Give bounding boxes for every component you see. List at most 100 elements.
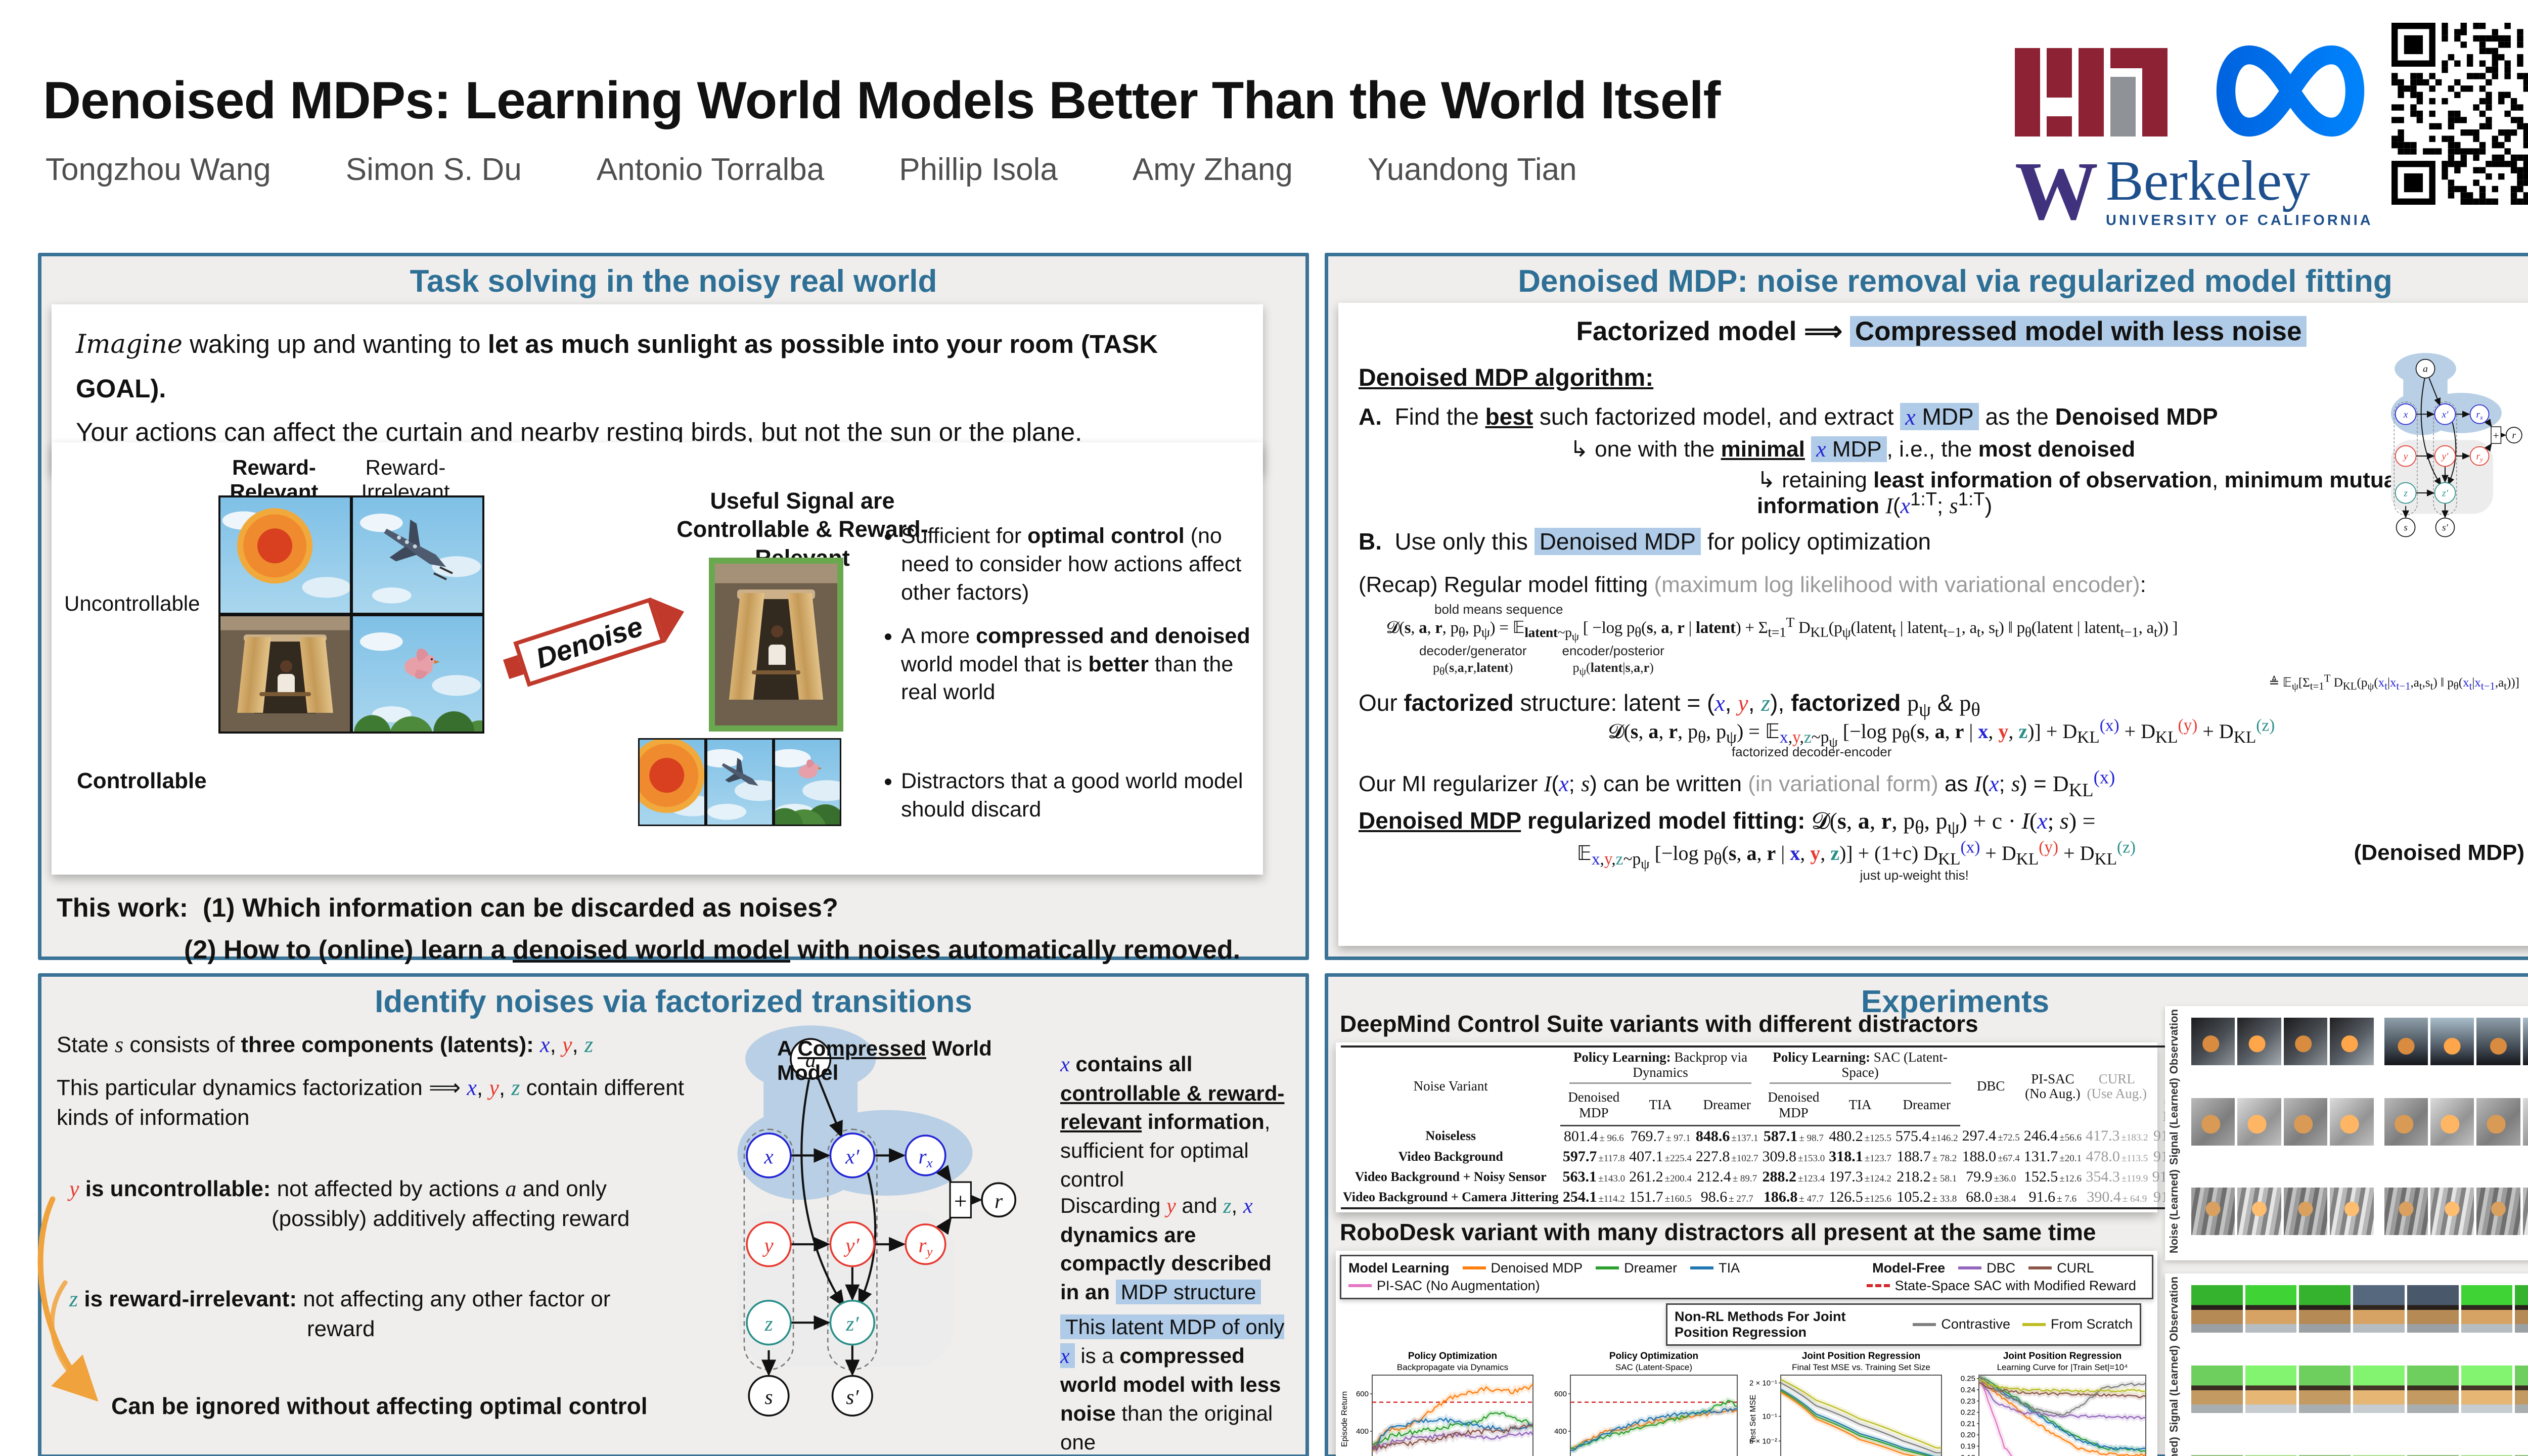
- frame-tile: [2476, 1098, 2520, 1146]
- denoised-result-image: [709, 558, 843, 732]
- svg-text:a: a: [805, 1048, 816, 1071]
- svg-text:10⁻¹: 10⁻¹: [1762, 1413, 1777, 1421]
- legend-model-free-label: Model-Free: [1872, 1260, 1946, 1276]
- algorithm-label: Denoised MDP algorithm:: [1359, 365, 1654, 391]
- task-panel-header: Task solving in the noisy real world: [410, 264, 937, 299]
- authors-row: Tongzhou Wang Simon S. Du Antonio Torral…: [46, 152, 1577, 188]
- svg-text:z′: z′: [2442, 488, 2449, 499]
- legend-contrastive: Contrastive: [1913, 1316, 2010, 1332]
- svg-text:600: 600: [1554, 1390, 1567, 1398]
- annotation-upweight: just up-weight this!: [1860, 868, 1969, 883]
- regularized-fitting-line: Denoised MDP regularized model fitting: …: [1359, 807, 2096, 839]
- svg-text:Episode Return: Episode Return: [1340, 1391, 1349, 1447]
- svg-text:0.25: 0.25: [1961, 1375, 1975, 1383]
- experiments-header: Experiments: [1861, 984, 2050, 1019]
- svg-text:600: 600: [1356, 1390, 1369, 1398]
- bullet-compressed: A more compressed and denoised world mod…: [901, 622, 1275, 707]
- equation-factorized: 𝓓(s, a, r, pθ, pψ) = 𝔼x,y,z~pψ [−log pθ(…: [1608, 716, 2275, 750]
- strip-row-label: Signal (Learned): [2168, 1078, 2180, 1165]
- this-work-item-2: (2) How to (online) learn a denoised wor…: [184, 935, 1241, 965]
- mit-logo: [2015, 48, 2187, 136]
- frame-tile: [2407, 1285, 2459, 1333]
- experiments-left: DeepMind Control Suite variants with dif…: [1336, 1009, 2217, 1456]
- orange-curved-arrow: [37, 1196, 99, 1402]
- frame-tile: [2461, 1365, 2513, 1413]
- author: Tongzhou Wang: [46, 152, 271, 187]
- bird-icon: [404, 648, 440, 679]
- qr-code: [2391, 23, 2528, 205]
- svg-text:0.20: 0.20: [1961, 1431, 1975, 1439]
- identify-panel-header: Identify noises via factorized transitio…: [375, 984, 972, 1019]
- author: Simon S. Du: [345, 152, 522, 187]
- recap-line: (Recap) Regular model fitting (maximum l…: [1359, 572, 2146, 597]
- annotation-decoder: decoder/generator pθ(s,a,r,latent): [1419, 643, 1527, 677]
- svg-text:s: s: [764, 1385, 773, 1408]
- frame-tile: [2283, 1098, 2328, 1146]
- subcol: Denoised MDP: [1560, 1086, 1628, 1126]
- frame-tile: [2283, 1187, 2328, 1235]
- frame-tile: [2461, 1454, 2513, 1456]
- frame-tile: [2245, 1285, 2297, 1333]
- table-row: Noiseless 801.4 ± 96.6 769.7 ± 97.1 848.6 ±13…: [1425, 1127, 2214, 1145]
- svg-text:Test Set MSE: Test Set MSE: [1749, 1394, 1757, 1443]
- svg-text:Final Test MSE vs. Training Se: Final Test MSE vs. Training Set Size: [1792, 1362, 1930, 1372]
- bullet-optimal-control: Sufficient for optimal control (no need …: [901, 522, 1275, 607]
- state-components-line: State s consists of three components (la…: [57, 1032, 594, 1057]
- frame-tile: [2476, 1018, 2520, 1066]
- task-bullet-list: Sufficient for optimal control (no need …: [881, 522, 1275, 839]
- frame-tile: [2191, 1454, 2243, 1456]
- frame-tile: [2384, 1018, 2428, 1066]
- svg-text:400: 400: [1554, 1427, 1567, 1436]
- denoised-mdp-tag: (Denoised MDP): [2354, 840, 2524, 865]
- strip-row: Signal (Learned): [2168, 1345, 2528, 1433]
- table-group-sac: Policy Learning: SAC (Latent-Space): [1760, 1046, 1960, 1086]
- table-group-backprop: Policy Learning: Backprop via Dynamics: [1560, 1046, 1760, 1086]
- strip-row: Observation: [2168, 1277, 2528, 1341]
- bird-image: [351, 614, 484, 734]
- equation-denoised-row: 𝔼x,y,z~pψ [−log pθ(s, a, r | x, y, z)] +…: [1359, 839, 2524, 871]
- legend-dreamer: Dreamer: [1596, 1260, 1677, 1276]
- legend-denoised-mdp: Denoised MDP: [1462, 1260, 1583, 1276]
- plane-icon: [384, 519, 453, 580]
- svg-text:Policy Optimization: Policy Optimization: [1408, 1351, 1497, 1361]
- frame-tile: [2515, 1285, 2528, 1333]
- task-figure-card: Reward-Relevant Reward-Irrelevant Uncont…: [52, 442, 1263, 875]
- frame-tile: [2330, 1187, 2374, 1235]
- frame-tile: [2522, 1098, 2528, 1146]
- frame-tile: [2461, 1285, 2513, 1333]
- legend-state-space-sac: State-Space SAC with Modified Reward: [1866, 1278, 2136, 1294]
- frame-tile: [2191, 1018, 2235, 1066]
- factorized-model-line: Factorized model ⟹ Compressed model with…: [1359, 316, 2524, 347]
- robodesk-heading: RoboDesk variant with many distractors a…: [1340, 1218, 2096, 1245]
- annotation-factorized-decoder-encoder: factorized decoder-encoder: [1731, 744, 1892, 759]
- svg-text:s′: s′: [846, 1385, 859, 1408]
- title-rest: Learning World Models Better Than the Wo…: [450, 71, 1721, 130]
- frame-tile: [2191, 1285, 2243, 1333]
- svg-text:Joint Position Regression: Joint Position Regression: [2003, 1351, 2121, 1361]
- robodesk-frames-strip: Observation Signal (Learned) Noise (Learne…: [2165, 1273, 2528, 1456]
- frame-tile: [2407, 1454, 2459, 1456]
- legend-tia: TIA: [1690, 1260, 1740, 1276]
- svg-text:x′: x′: [845, 1145, 860, 1168]
- svg-text:Backpropagate via Dynamics: Backpropagate via Dynamics: [1397, 1362, 1508, 1372]
- z-reward-irrelevant-line: z is reward-irrelevant: not affecting an…: [69, 1287, 611, 1342]
- latent-mdp-line: This latent MDP of only x is a compresse…: [1060, 1314, 1285, 1454]
- frame-tile: [2476, 1187, 2520, 1235]
- svg-text:z: z: [2403, 488, 2408, 499]
- plane-image: [351, 495, 484, 615]
- actions-line: Your actions can affect the curtain and …: [76, 418, 1082, 447]
- author: Antonio Torralba: [596, 152, 825, 187]
- strip-row-label: Noise (Learned): [2168, 1437, 2191, 1456]
- strip-row-label: Signal (Learned): [2168, 1345, 2180, 1433]
- panel-experiments: Experiments DeepMind Control Suite varia…: [1325, 973, 2528, 1456]
- table-col-curl: CURL (Use Aug.): [2087, 1071, 2147, 1102]
- legend-nonrl: Non-RL Methods For Joint Position Regres…: [1666, 1303, 2141, 1346]
- sun-image: [218, 495, 352, 615]
- svg-text:+: +: [954, 1188, 967, 1214]
- this-work-label: This work:: [57, 893, 189, 923]
- svg-text:x: x: [2403, 410, 2408, 420]
- frame-tile: [2237, 1018, 2281, 1066]
- svg-text:0.18: 0.18: [1961, 1453, 1975, 1456]
